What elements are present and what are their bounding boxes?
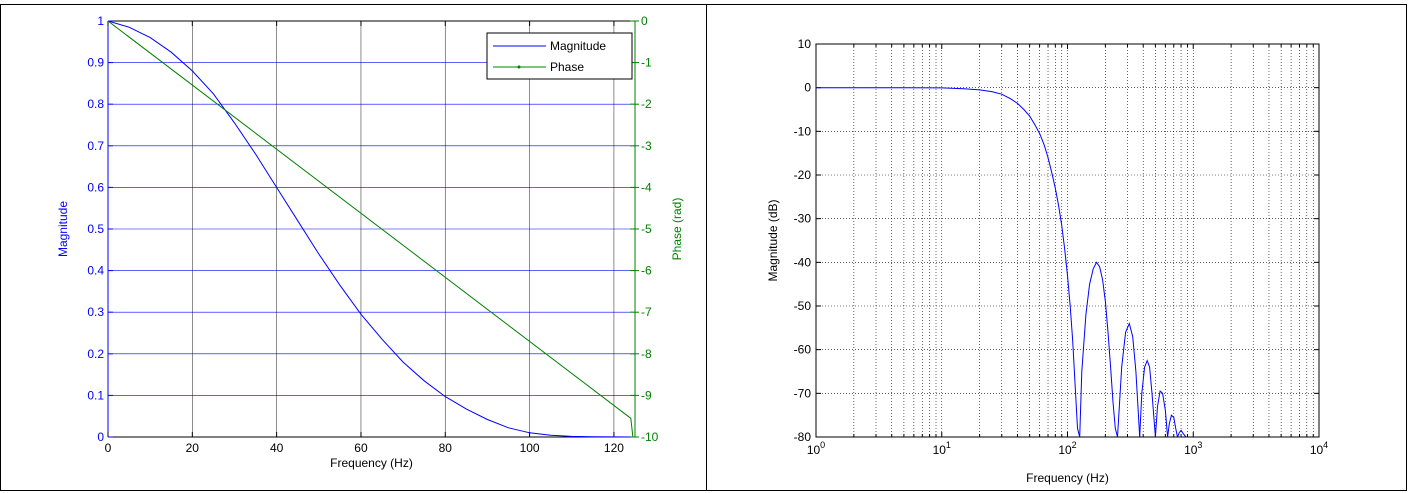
y-tick-label: -30	[794, 212, 812, 226]
left-y-tick-label: 0.8	[87, 97, 104, 111]
left-chart-panel	[0, 4, 707, 491]
x-axis-label: Frequency (Hz)	[330, 456, 413, 470]
right-y-tick-label: -8	[641, 347, 652, 361]
left-y-tick-label: 0.7	[87, 139, 104, 153]
left-y-tick-label: 0.1	[87, 388, 104, 402]
legend-phase-label: Phase	[550, 60, 584, 74]
x-axis-label: Frequency (Hz)	[1026, 471, 1109, 485]
response-segment-0	[816, 87, 1081, 438]
y-tick-label: 0	[804, 81, 811, 95]
response-segment-4	[1154, 390, 1169, 438]
left-y-axis-label: Magnitude	[56, 201, 70, 257]
legend-phase-marker	[517, 65, 521, 69]
right-y-tick-label: -2	[641, 97, 652, 111]
left-y-tick-label: 0.3	[87, 305, 104, 319]
y-tick-label: 10	[798, 37, 812, 51]
response-segment-3	[1139, 359, 1156, 438]
y-tick-label: -80	[794, 430, 812, 444]
left-y-tick-label: 1	[97, 14, 104, 28]
response-segment-6	[1177, 429, 1187, 438]
series-line-magnitude	[107, 20, 631, 438]
left-y-tick-label: 0.6	[87, 180, 104, 194]
x-tick-label: 100	[807, 440, 825, 457]
x-tick-label: 103	[1184, 440, 1202, 457]
right-y-tick-label: -10	[641, 430, 659, 444]
legend-magnitude-label: Magnitude	[550, 39, 606, 53]
x-tick-label: 20	[186, 441, 200, 455]
x-tick-label: 102	[1058, 440, 1076, 457]
x-tick-label: 101	[933, 440, 951, 457]
y-tick-label: -60	[794, 343, 812, 357]
y-tick-label: -40	[794, 255, 812, 269]
right-y-tick-label: -3	[641, 139, 652, 153]
response-segment-2	[1117, 321, 1141, 438]
x-tick-label: 80	[439, 441, 453, 455]
magnitude-phase-chart: 0 20 40 60 80 100 120 0 0.1 0.2 0.3 0.4 0.5 0.6 0.7 0.8…	[56, 14, 684, 470]
y-axis-label: Magnitude (dB)	[766, 199, 780, 281]
right-y-tick-label: 0	[641, 14, 648, 28]
response-segment-5	[1167, 414, 1178, 438]
right-chart-panel	[706, 4, 1407, 491]
right-y-tick-label: -4	[641, 180, 652, 194]
left-y-tick-label: 0.4	[87, 264, 104, 278]
left-y-tick-label: 0	[97, 430, 104, 444]
y-tick-label: -20	[794, 168, 812, 182]
x-tick-label: 60	[354, 441, 368, 455]
y-tick-label: -50	[794, 299, 812, 313]
right-y-tick-label: -9	[641, 388, 652, 402]
right-y-tick-label: -5	[641, 222, 652, 236]
legend-box	[486, 32, 633, 80]
left-y-tick-label: 0.5	[87, 222, 104, 236]
y-tick-label: -10	[794, 124, 812, 138]
right-y-axis-label: Phase (rad)	[670, 198, 684, 261]
right-y-tick-label: -1	[641, 56, 652, 70]
legend: Magnitude Phase	[486, 32, 633, 80]
series-line-phase	[107, 20, 634, 438]
left-y-tick-label: 0.2	[87, 347, 104, 361]
y-tick-label: -70	[794, 386, 812, 400]
response-segment-1	[1079, 261, 1118, 438]
right-y-tick-label: -6	[641, 264, 652, 278]
x-tick-label: 40	[270, 441, 284, 455]
x-tick-label: 0	[105, 441, 112, 455]
x-tick-label: 100	[520, 441, 540, 455]
left-y-tick-label: 0.9	[87, 56, 104, 70]
plot-frame	[815, 43, 1320, 438]
x-tick-label: 120	[604, 441, 624, 455]
right-y-tick-label: -7	[641, 305, 652, 319]
x-tick-label: 104	[1310, 440, 1328, 457]
